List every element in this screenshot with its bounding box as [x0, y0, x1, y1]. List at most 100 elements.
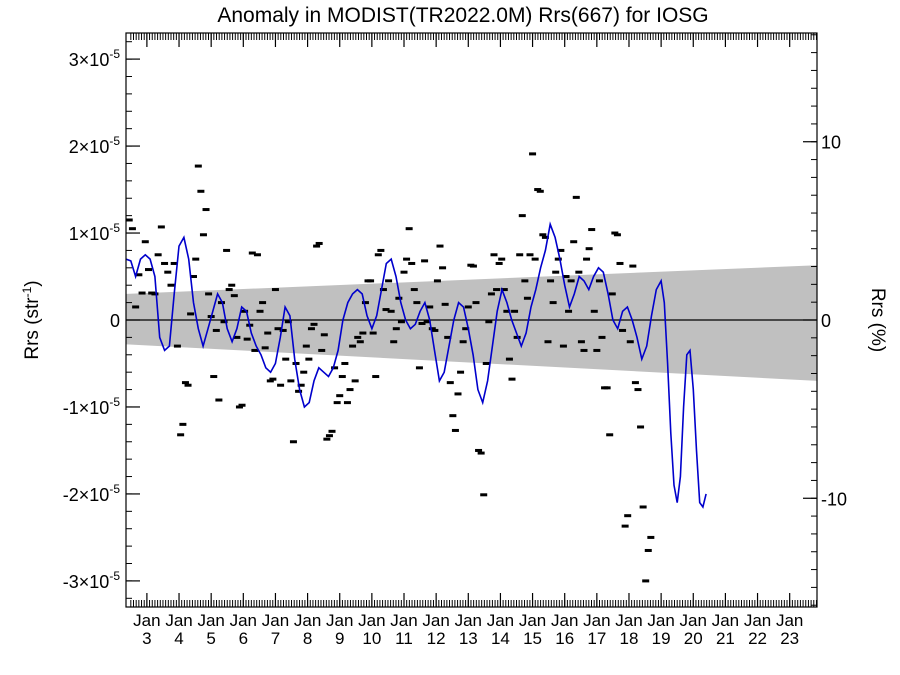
data-point [233, 335, 241, 339]
data-point [264, 331, 272, 335]
data-point [238, 403, 246, 407]
data-point [225, 288, 233, 292]
x-tick-year: 16 [555, 629, 574, 648]
right-tick-label: -10 [821, 489, 847, 509]
data-point [302, 344, 310, 348]
data-point [462, 327, 470, 331]
data-point [606, 433, 614, 437]
left-tick-label: 0 [110, 311, 120, 331]
x-tick-month: Jan [262, 611, 289, 630]
data-point [179, 422, 187, 426]
x-tick-year: 19 [652, 629, 671, 648]
left-axis-label: Rrs (str-1) [20, 280, 43, 359]
data-point [235, 405, 243, 409]
data-point [613, 233, 621, 237]
data-point [454, 392, 462, 396]
data-point [441, 302, 449, 306]
data-point [284, 320, 292, 324]
x-tick-year: 7 [271, 629, 280, 648]
data-point [379, 288, 387, 292]
data-point [544, 340, 552, 344]
left-tick-label: 2×10-5 [69, 134, 121, 157]
data-point [567, 279, 575, 283]
left-tick-label: -3×10-5 [63, 569, 121, 592]
data-point [248, 251, 256, 255]
data-point [552, 270, 560, 274]
data-point [570, 240, 578, 244]
x-tick-year: 8 [303, 629, 312, 648]
left-axis-label-main: Rrs (str [22, 297, 43, 360]
data-point [289, 440, 297, 444]
x-tick-month: Jan [390, 611, 417, 630]
data-point [418, 321, 426, 325]
data-point [228, 283, 236, 287]
left-tick-label: -1×10-5 [63, 395, 121, 418]
data-point [508, 377, 516, 381]
data-point [210, 375, 218, 379]
monthly-points [125, 152, 655, 583]
x-tick-month: Jan [712, 611, 739, 630]
data-point [511, 309, 519, 313]
data-point [431, 328, 439, 332]
data-point [531, 257, 539, 261]
data-point [516, 253, 524, 257]
data-point [318, 348, 326, 352]
x-tick-year: 14 [491, 629, 510, 648]
x-tick-month: Jan [197, 611, 224, 630]
data-point [575, 270, 583, 274]
data-point [194, 164, 202, 168]
data-point [565, 309, 573, 313]
x-tick-year: 11 [395, 629, 413, 648]
data-point [217, 301, 225, 305]
data-point [464, 305, 472, 309]
data-point [490, 253, 498, 257]
data-point [590, 309, 598, 313]
data-point [359, 331, 367, 335]
x-tick-year: 21 [716, 629, 735, 648]
data-point [372, 375, 380, 379]
data-point [212, 328, 220, 332]
data-point [141, 240, 149, 244]
data-point [541, 235, 549, 239]
left-tick-label: -2×10-5 [63, 482, 121, 505]
data-point [259, 301, 267, 305]
x-tick-year: 3 [142, 629, 151, 648]
x-tick-month: Jan [776, 611, 803, 630]
data-point [619, 328, 627, 332]
x-tick-year: 17 [587, 629, 606, 648]
data-point [223, 248, 231, 252]
data-point [547, 279, 555, 283]
data-point [164, 270, 172, 274]
data-point [446, 381, 454, 385]
data-point [256, 309, 264, 313]
data-point [205, 292, 213, 296]
data-point [215, 398, 223, 402]
data-point [400, 270, 408, 274]
data-point [408, 261, 416, 265]
data-point [421, 259, 429, 263]
x-tick-month: Jan [326, 611, 353, 630]
data-point [637, 425, 645, 429]
data-point [475, 448, 483, 452]
x-tick-month: Jan [487, 611, 514, 630]
data-point [588, 228, 596, 232]
right-tick-label: 0 [821, 311, 831, 331]
data-point [580, 348, 588, 352]
data-point [144, 268, 152, 272]
x-tick-month: Jan [519, 611, 546, 630]
x-axis: Jan3Jan4Jan5Jan6Jan7Jan8Jan9Jan10Jan11Ja… [130, 33, 817, 648]
x-tick-month: Jan [551, 611, 578, 630]
data-point [593, 348, 601, 352]
data-point [230, 294, 238, 298]
data-point [536, 189, 544, 193]
data-point [132, 305, 140, 309]
x-tick-month: Jan [294, 611, 321, 630]
data-point [477, 451, 485, 455]
data-point [469, 264, 477, 268]
data-point [331, 366, 339, 370]
data-point [261, 346, 269, 350]
x-tick-month: Jan [744, 611, 771, 630]
data-point [433, 279, 441, 283]
data-point [253, 253, 261, 257]
data-point [157, 225, 165, 229]
